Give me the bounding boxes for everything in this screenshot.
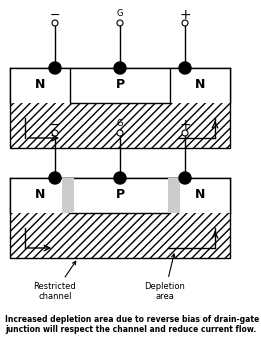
Circle shape (117, 20, 123, 26)
Text: N: N (195, 77, 205, 90)
Bar (10, 178, 230, 258)
Text: N: N (35, 77, 45, 90)
Bar (10, 68, 70, 103)
Circle shape (182, 20, 188, 26)
Text: Increased depletion area due to reverse bias of drain-gate
junction will respect: Increased depletion area due to reverse … (5, 315, 259, 334)
Circle shape (117, 130, 123, 136)
Text: +: + (179, 118, 191, 132)
Circle shape (114, 62, 126, 74)
Circle shape (49, 172, 61, 184)
Circle shape (49, 62, 61, 74)
Circle shape (52, 20, 58, 26)
Bar (170, 178, 230, 213)
Circle shape (182, 130, 188, 136)
Bar (10, 178, 70, 213)
Circle shape (52, 130, 58, 136)
Text: N: N (35, 188, 45, 201)
Circle shape (179, 172, 191, 184)
Text: +: + (179, 8, 191, 22)
Text: N: N (195, 188, 205, 201)
Text: P: P (115, 188, 124, 201)
Text: P: P (115, 77, 124, 90)
Bar (10, 68, 230, 148)
Text: −: − (50, 118, 60, 131)
Text: G: G (117, 118, 123, 127)
Text: −: − (50, 9, 60, 22)
Text: G: G (117, 9, 123, 18)
Text: Restricted
channel: Restricted channel (34, 261, 76, 301)
Bar (168, 178, 180, 213)
Bar (170, 68, 230, 103)
Bar (70, 68, 170, 103)
Bar (62, 178, 74, 213)
Text: Depletion
area: Depletion area (145, 254, 185, 301)
Circle shape (179, 62, 191, 74)
Bar (70, 178, 170, 213)
Circle shape (114, 172, 126, 184)
